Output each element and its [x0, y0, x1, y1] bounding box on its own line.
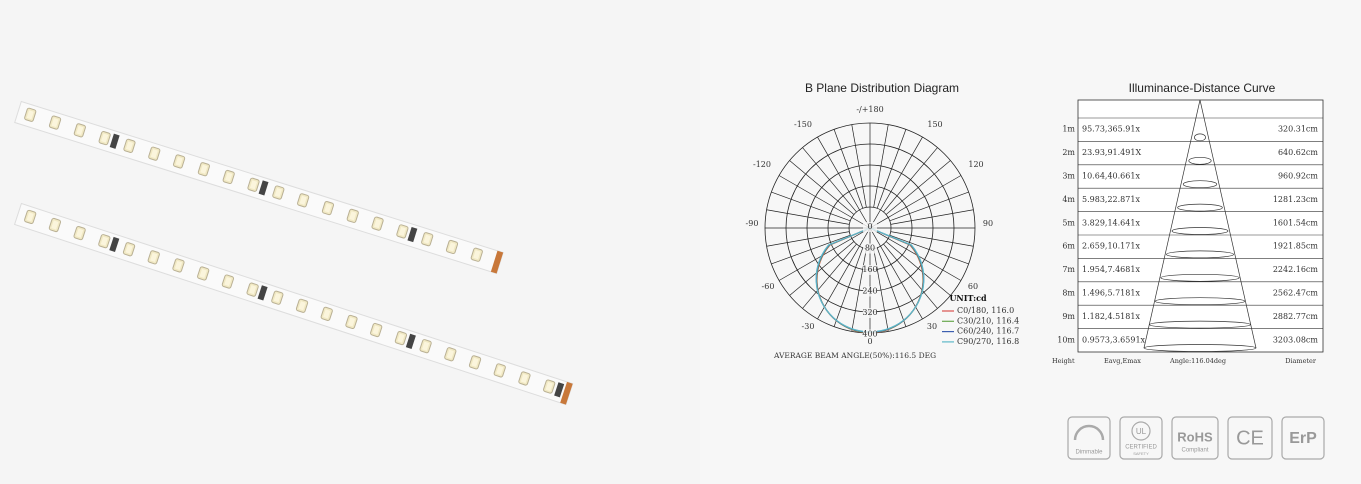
badge-text: UL [1136, 427, 1147, 436]
angle-label: 0 [867, 337, 872, 346]
footer-label: Diameter [1285, 357, 1317, 365]
diameter-value: 1921.85cm [1273, 242, 1319, 251]
diameter-value: 960.92cm [1278, 172, 1318, 181]
angle-label: 120 [968, 160, 983, 169]
footer-label: Eavg,Emax [1104, 357, 1141, 365]
badge-text: RoHS [1177, 429, 1213, 444]
angle-label: -60 [762, 282, 775, 291]
illuminance-value: 0.9573,3.6591x [1082, 335, 1146, 344]
badge-text: CE [1236, 427, 1264, 449]
height-label: 2m [1062, 148, 1075, 157]
angle-label: -90 [746, 219, 759, 228]
illuminance-value: 3.829,14.641x [1082, 218, 1140, 227]
polar-title: B Plane Distribution Diagram [805, 81, 959, 95]
diameter-value: 320.31cm [1278, 125, 1318, 134]
illuminance-value: 23.93,91.491X [1082, 148, 1141, 157]
badge-text: Dimmable [1075, 450, 1103, 456]
angle-label: 90 [983, 219, 993, 228]
page: B Plane Distribution Diagram 0 80 160 240 32… [0, 0, 1361, 484]
angle-label: -150 [794, 120, 812, 129]
height-label: 9m [1062, 312, 1075, 321]
angle-label: -/+180 [856, 105, 883, 114]
diameter-value: 2562.47cm [1273, 289, 1319, 298]
illuminance-title: Illuminance-Distance Curve [1129, 81, 1276, 95]
radial-label: 320 [862, 308, 877, 317]
radial-label: 160 [862, 265, 877, 274]
height-label: 6m [1062, 242, 1075, 251]
illuminance-value: 95.73,365.91x [1082, 125, 1140, 134]
illuminance-value: 2.659,10.171x [1082, 242, 1140, 251]
diameter-value: 640.62cm [1278, 148, 1318, 157]
footer-label: Angle:116.04deg [1169, 357, 1226, 365]
height-label: 7m [1062, 265, 1075, 274]
illuminance-value: 5.983,22.871x [1082, 195, 1140, 204]
illuminance-value: 10.64,40.661x [1082, 172, 1140, 181]
illuminance-value: 1.182,4.5181x [1082, 312, 1140, 321]
badge-text: ErP [1289, 430, 1317, 447]
diameter-value: 1601.54cm [1273, 218, 1319, 227]
angle-label: -120 [753, 160, 771, 169]
beam-angle: AVERAGE BEAM ANGLE(50%):116.5 DEG [773, 351, 936, 360]
illuminance-table: 1m 95.73,365.91x 320.31cm 2m 23.93,91.491X 64… [1057, 100, 1323, 352]
radial-label: 80 [865, 244, 875, 253]
height-label: 5m [1062, 218, 1075, 227]
badge-text: Compliant [1181, 448, 1208, 454]
diameter-value: 3203.08cm [1273, 335, 1319, 344]
diameter-value: 1281.23cm [1273, 195, 1319, 204]
diameter-value: 2242.16cm [1273, 265, 1319, 274]
legend-label: C30/210, 116.4 [957, 316, 1019, 325]
badge-text: SAFETY [1133, 451, 1149, 456]
unit-label: UNIT:cd [949, 293, 987, 303]
legend-label: C60/240, 116.7 [957, 327, 1019, 336]
footer-label: Height [1052, 357, 1075, 365]
illuminance-value: 1.954,7.4681x [1082, 265, 1140, 274]
angle-label: 150 [927, 120, 942, 129]
height-label: 10m [1057, 335, 1075, 344]
illuminance-value: 1.496,5.7181x [1082, 289, 1140, 298]
badge-text: CERTIFIED [1125, 445, 1157, 451]
angle-label: 30 [927, 322, 937, 331]
diameter-value: 2882.77cm [1273, 312, 1319, 321]
height-label: 3m [1062, 172, 1075, 181]
height-label: 1m [1062, 125, 1075, 134]
angle-label: 60 [968, 282, 978, 291]
angle-label: -30 [802, 322, 815, 331]
legend-label: C0/180, 116.0 [957, 306, 1014, 315]
radial-label: 0 [867, 222, 872, 231]
legend-label: C90/270, 116.8 [957, 337, 1019, 346]
height-label: 4m [1062, 195, 1075, 204]
radial-label: 240 [862, 287, 877, 296]
height-label: 8m [1062, 289, 1075, 298]
